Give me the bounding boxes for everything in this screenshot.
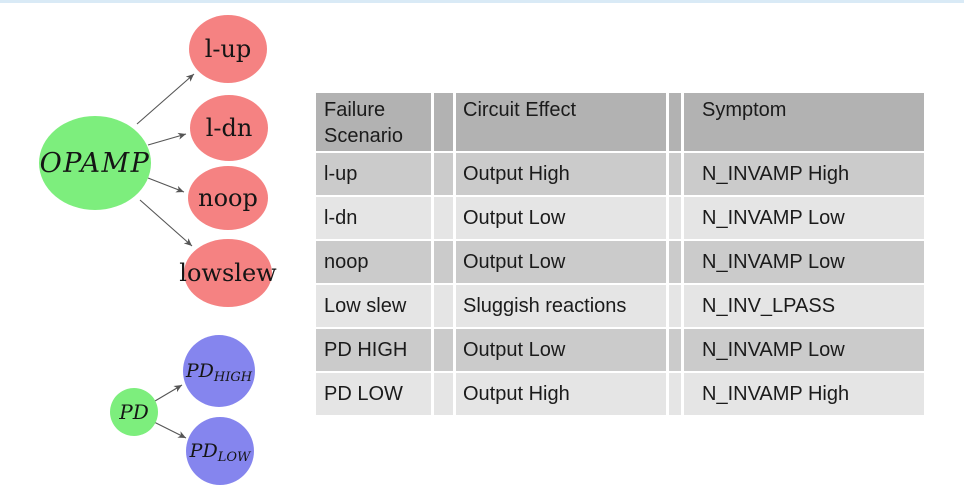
table-spacer-cell xyxy=(434,153,453,195)
node-pd-low-label: PDLOW xyxy=(189,440,252,465)
failure-scenario-table: Failure Scenario Circuit Effect Symptom … xyxy=(316,93,924,415)
table-spacer-cell xyxy=(434,93,453,151)
node-pd-low-label-main: PD xyxy=(189,440,218,462)
node-pd-high: PDHIGH xyxy=(183,335,255,407)
node-lowslew-shape xyxy=(184,239,272,307)
table-spacer-cell xyxy=(669,329,681,371)
node-lowslew-label: lowslew xyxy=(179,259,277,287)
table-cell-circuit-effect: Output Low xyxy=(456,241,666,283)
node-l-dn: l-dn xyxy=(190,95,268,161)
table-cell-circuit-effect: Output High xyxy=(456,373,666,415)
node-l-dn-label: l-dn xyxy=(206,114,253,142)
node-pd-high-label-main: PD xyxy=(185,360,214,382)
node-opamp: OPAMP xyxy=(39,116,151,210)
column-header-symptom: Symptom xyxy=(684,93,924,151)
table-cell-circuit-effect: Output High xyxy=(456,153,666,195)
top-edge-strip xyxy=(0,0,964,3)
table-cell-failure-scenario: PD LOW xyxy=(316,373,431,415)
table-cell-failure-scenario: l-dn xyxy=(316,197,431,239)
failure-mode-diagram: OPAMP l-up l-dn noop lowslew PD PDHIGH xyxy=(39,15,277,485)
table-cell-failure-scenario: PD HIGH xyxy=(316,329,431,371)
table-cell-symptom: N_INVAMP Low xyxy=(684,329,924,371)
table-spacer-cell xyxy=(434,285,453,327)
node-noop-shape xyxy=(188,166,268,230)
column-header-circuit-effect: Circuit Effect xyxy=(456,93,666,151)
node-pd-shape xyxy=(110,388,158,436)
edge-pd-pdhigh xyxy=(154,384,183,402)
node-l-up-label: l-up xyxy=(205,35,252,63)
edge-opamp-ldn xyxy=(147,132,187,146)
node-l-dn-shape xyxy=(190,95,268,161)
table-spacer-cell xyxy=(434,197,453,239)
node-pd-low-label-subscript: LOW xyxy=(217,450,252,465)
edge-opamp-noop xyxy=(147,177,185,193)
table-spacer-cell xyxy=(434,329,453,371)
table-spacer-cell xyxy=(669,373,681,415)
table-spacer-cell xyxy=(669,197,681,239)
node-pd-low-shape xyxy=(186,417,254,485)
node-lowslew: lowslew xyxy=(179,239,277,307)
diagram-edges xyxy=(136,73,195,439)
table-spacer-cell xyxy=(434,241,453,283)
table-cell-symptom: N_INV_LPASS xyxy=(684,285,924,327)
table-cell-circuit-effect: Output Low xyxy=(456,329,666,371)
node-pd-low: PDLOW xyxy=(186,417,254,485)
node-pd-high-label-subscript: HIGH xyxy=(213,370,253,385)
table-cell-circuit-effect: Output Low xyxy=(456,197,666,239)
column-header-failure-scenario: Failure Scenario xyxy=(316,93,431,151)
node-pd: PD xyxy=(110,388,158,436)
edge-pd-pdlow xyxy=(153,421,187,439)
table-cell-symptom: N_INVAMP High xyxy=(684,153,924,195)
node-pd-high-shape xyxy=(183,335,255,407)
table-spacer-cell xyxy=(434,373,453,415)
node-pd-high-label: PDHIGH xyxy=(185,360,253,385)
edge-opamp-lowslew xyxy=(139,199,193,247)
table-spacer-cell xyxy=(669,153,681,195)
table-cell-circuit-effect: Sluggish reactions xyxy=(456,285,666,327)
node-opamp-shape xyxy=(39,116,151,210)
table-cell-failure-scenario: Low slew xyxy=(316,285,431,327)
table-cell-failure-scenario: noop xyxy=(316,241,431,283)
table-spacer-cell xyxy=(669,241,681,283)
node-l-up: l-up xyxy=(189,15,267,83)
node-pd-label: PD xyxy=(118,400,149,424)
table-spacer-cell xyxy=(669,93,681,151)
table-cell-failure-scenario: l-up xyxy=(316,153,431,195)
node-noop-label: noop xyxy=(198,184,258,212)
table-cell-symptom: N_INVAMP Low xyxy=(684,197,924,239)
edge-opamp-lup xyxy=(136,73,195,125)
node-opamp-label: OPAMP xyxy=(40,148,151,179)
node-l-up-shape xyxy=(189,15,267,83)
node-noop: noop xyxy=(188,166,268,230)
table-cell-symptom: N_INVAMP High xyxy=(684,373,924,415)
table-cell-symptom: N_INVAMP Low xyxy=(684,241,924,283)
table-spacer-cell xyxy=(669,285,681,327)
